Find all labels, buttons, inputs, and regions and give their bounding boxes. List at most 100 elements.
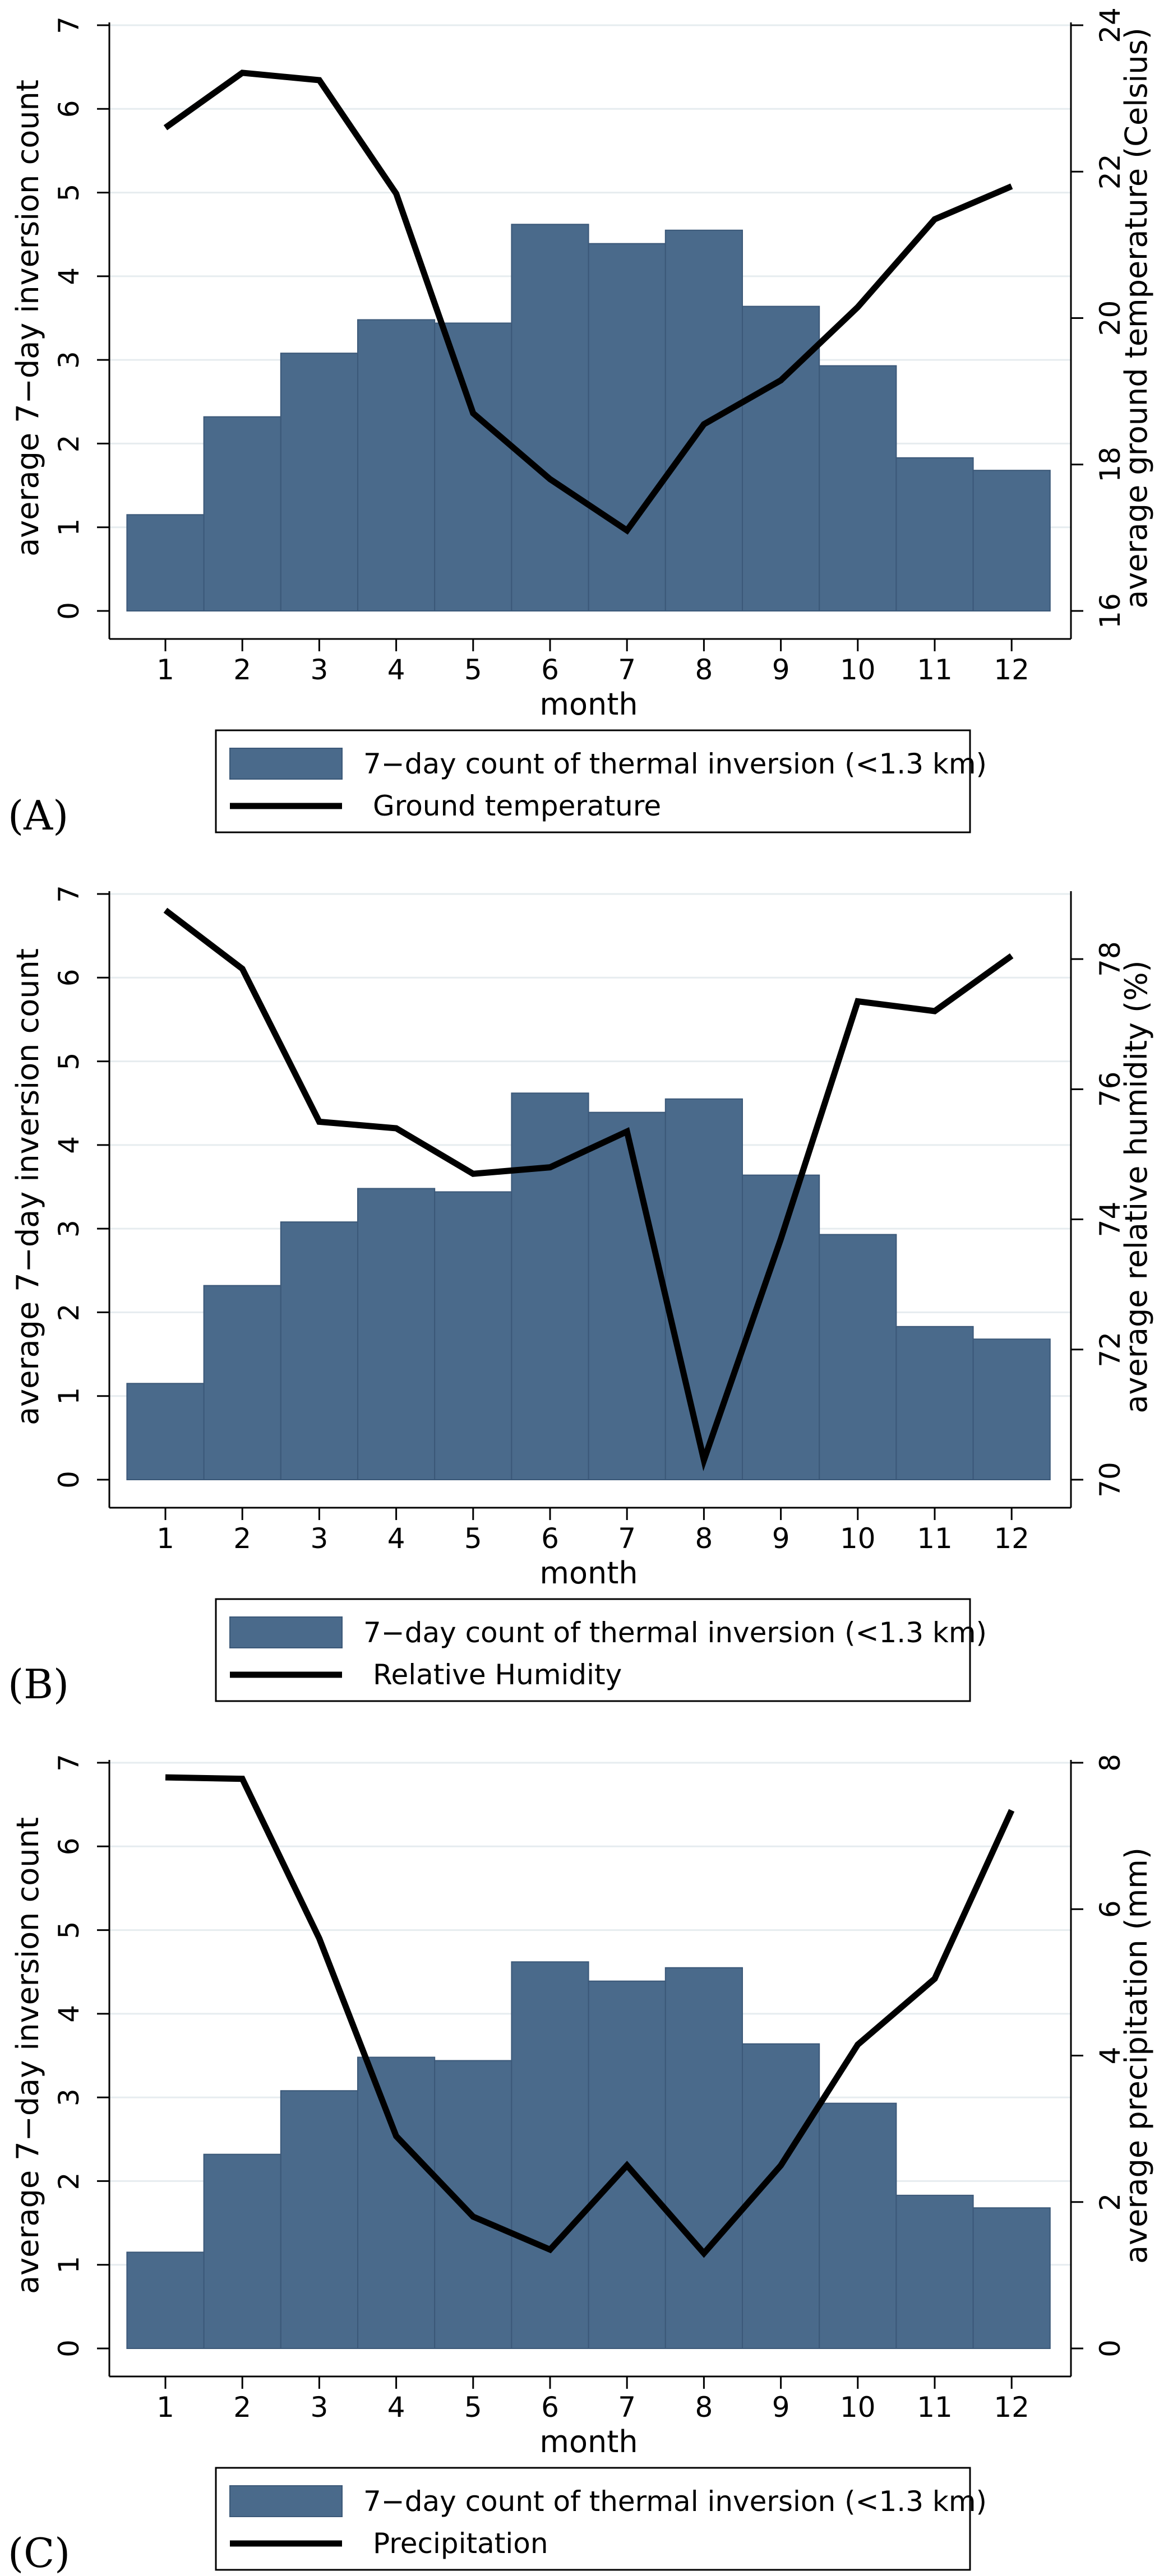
bar-month-1 — [126, 514, 205, 611]
bar-month-11 — [895, 2194, 974, 2349]
x-tick-label: 2 — [233, 2391, 251, 2424]
right-tick-label: 74 — [1094, 1202, 1126, 1238]
x-tick-label: 7 — [618, 1522, 636, 1555]
bar-month-1 — [126, 1383, 205, 1480]
bar-month-5 — [434, 2060, 512, 2349]
bar-month-6 — [511, 1961, 589, 2349]
bar-month-5 — [434, 322, 512, 611]
left-tick-label: 6 — [53, 969, 85, 986]
bar-month-2 — [203, 416, 281, 612]
x-tick-label: 3 — [310, 2391, 328, 2424]
right-tick-label: 0 — [1094, 2339, 1126, 2357]
legend: 7−day count of thermal inversion (<1.3 k… — [215, 729, 987, 833]
legend: 7−day count of thermal inversion (<1.3 k… — [215, 1598, 987, 1702]
x-axis-title: month — [539, 2424, 638, 2459]
left-tick-label: 3 — [53, 2088, 85, 2106]
bar-month-10 — [819, 2102, 897, 2349]
bar-month-4 — [357, 1188, 436, 1480]
bar-month-8 — [664, 229, 743, 611]
bar-month-11 — [895, 1326, 974, 1480]
legend-bar-swatch — [229, 2485, 343, 2517]
bar-month-9 — [742, 1174, 820, 1480]
right-tick-label: 78 — [1094, 941, 1126, 977]
left-tick-label: 4 — [53, 1136, 85, 1154]
right-tick-label: 16 — [1094, 593, 1126, 629]
right-tick-label: 70 — [1094, 1462, 1126, 1498]
x-tick-label: 11 — [917, 2391, 953, 2424]
legend-bar-label: 7−day count of thermal inversion (<1.3 k… — [363, 1616, 987, 1649]
right-tick-label: 18 — [1094, 447, 1126, 483]
bar-month-2 — [203, 1285, 281, 1481]
x-tick-label: 10 — [840, 2391, 876, 2424]
x-tick-label: 4 — [387, 1522, 405, 1555]
right-tick-label: 24 — [1094, 7, 1126, 43]
x-tick-label: 5 — [464, 1522, 482, 1555]
x-tick-label: 12 — [994, 1522, 1029, 1555]
x-tick-label: 7 — [618, 654, 636, 686]
left-tick-label: 2 — [53, 2172, 85, 2190]
x-tick-label: 5 — [464, 2391, 482, 2424]
legend-box — [215, 1598, 971, 1702]
bar-month-10 — [819, 1234, 897, 1480]
bar-month-5 — [434, 1191, 512, 1480]
bar-month-6 — [511, 224, 589, 611]
right-tick-label: 2 — [1094, 2193, 1126, 2211]
right-tick-label: 6 — [1094, 1900, 1126, 1918]
left-tick-label: 7 — [53, 16, 85, 34]
x-tick-label: 8 — [695, 1522, 713, 1555]
x-tick-label: 10 — [840, 1522, 876, 1555]
x-tick-label: 10 — [840, 654, 876, 686]
x-tick-label: 1 — [156, 654, 174, 686]
x-tick-label: 4 — [387, 654, 405, 686]
x-tick-label: 1 — [156, 1522, 174, 1555]
legend: 7−day count of thermal inversion (<1.3 k… — [215, 2467, 987, 2571]
bar-month-12 — [972, 470, 1051, 612]
left-axis-title: average 7−day inversion count — [10, 80, 45, 557]
x-tick-label: 9 — [772, 2391, 790, 2424]
bar-month-8 — [664, 1098, 743, 1480]
left-tick-label: 1 — [53, 2256, 85, 2274]
left-tick-label: 7 — [53, 1754, 85, 1772]
panel-label: (C) — [8, 2529, 70, 2576]
x-tick-label: 11 — [917, 654, 953, 686]
x-tick-label: 1 — [156, 2391, 174, 2424]
right-axis-title: average relative humidity (%) — [1119, 960, 1154, 1413]
line-series — [165, 1774, 1015, 2258]
bar-month-10 — [819, 365, 897, 611]
bar-month-7 — [588, 243, 666, 611]
bar-month-2 — [203, 2153, 281, 2350]
left-tick-label: 1 — [53, 1387, 85, 1405]
line-series — [163, 70, 1013, 535]
bar-series — [126, 1961, 1051, 2350]
left-tick-label: 0 — [53, 1471, 85, 1489]
left-tick-label: 7 — [53, 885, 85, 903]
x-tick-label: 12 — [994, 654, 1029, 686]
x-axis-title: month — [539, 1555, 638, 1591]
left-tick-label: 2 — [53, 1304, 85, 1322]
right-tick-label: 76 — [1094, 1072, 1126, 1108]
x-tick-label: 2 — [233, 1522, 251, 1555]
x-tick-label: 9 — [772, 1522, 790, 1555]
right-tick-label: 22 — [1094, 154, 1126, 189]
x-tick-label: 8 — [695, 2391, 713, 2424]
left-tick-label: 6 — [53, 100, 85, 118]
left-tick-label: 5 — [53, 184, 85, 202]
left-tick-label: 5 — [53, 1053, 85, 1071]
bar-month-3 — [280, 353, 358, 611]
left-axis-title: average 7−day inversion count — [10, 1817, 45, 2294]
left-tick-label: 6 — [53, 1837, 85, 1855]
legend-line-label: Relative Humidity — [373, 1658, 622, 1691]
x-tick-label: 5 — [464, 654, 482, 686]
left-tick-label: 0 — [53, 2339, 85, 2357]
x-tick-label: 6 — [541, 1522, 559, 1555]
right-axis-title: average ground temperature (Celsius) — [1119, 27, 1154, 609]
x-tick-label: 2 — [233, 654, 251, 686]
panel-label: (B) — [8, 1661, 69, 1708]
left-tick-label: 4 — [53, 2005, 85, 2023]
right-axis-title: average precipitation (mm) — [1119, 1847, 1154, 2264]
bar-month-12 — [972, 2207, 1051, 2350]
